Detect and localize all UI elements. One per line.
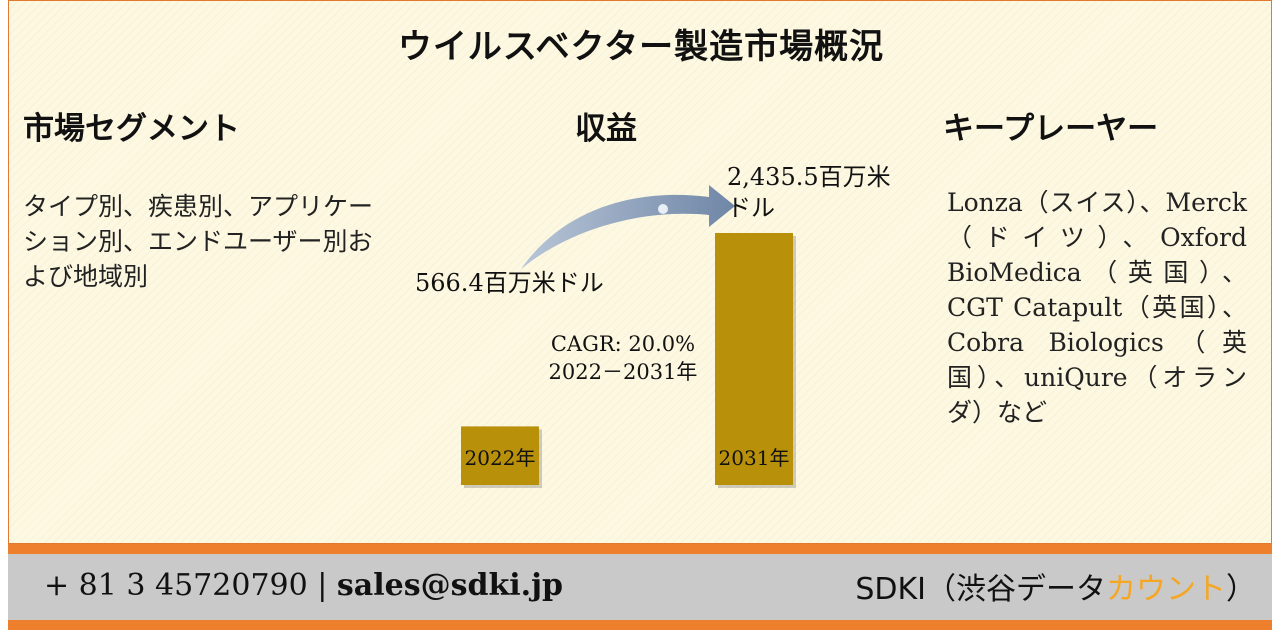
page-title: ウイルスベクター製造市場概況 xyxy=(397,27,885,67)
contact-separator: | xyxy=(317,568,328,603)
category-label-0: 2022年 xyxy=(465,446,536,470)
revenue-heading: 収益 xyxy=(575,111,637,147)
footer: + 81 3 45720790 | sales@sdki.jp SDKI（渋谷デ… xyxy=(8,554,1272,620)
brand-accent: カウント xyxy=(1106,572,1226,607)
brand-name: SDKI（渋谷データカウント） xyxy=(855,564,1256,608)
growth-arrow-dot xyxy=(658,204,668,214)
category-label-1: 2031年 xyxy=(719,446,790,470)
segments-text: タイプ別、疾患別、アプリケーション別、エンドユーザー別および地域別 xyxy=(23,192,374,291)
phone-number[interactable]: + 81 3 45720790 xyxy=(44,568,308,603)
contact-info: + 81 3 45720790 | sales@sdki.jp xyxy=(44,568,563,603)
bar-2031年 xyxy=(715,233,793,485)
brand-prefix: SDKI（渋谷データ xyxy=(855,572,1106,607)
overview-panel: ウイルスベクター製造市場概況 市場セグメント 収益 キープレーヤー タイプ別、疾… xyxy=(8,0,1272,544)
players-text: Lonza（スイス）、Merck（ドイツ）、Oxford BioMedica（英… xyxy=(947,188,1247,427)
email-link[interactable]: sales@sdki.jp xyxy=(336,568,563,603)
value-label-1-line1: 2,435.5百万米 xyxy=(727,163,891,191)
growth-arrow xyxy=(521,185,735,269)
brand-suffix: ） xyxy=(1226,572,1256,607)
bar-2022年 xyxy=(461,426,539,485)
footer-top-band xyxy=(8,544,1272,554)
segments-heading: 市場セグメント xyxy=(23,111,240,147)
cagr-annotation-0: CAGR: 20.0% xyxy=(551,332,695,356)
players-heading: キープレーヤー xyxy=(943,111,1159,147)
value-label-1-line2: ドル xyxy=(727,194,775,222)
value-label-0: 566.4百万米ドル xyxy=(415,269,604,297)
cagr-annotation-1: 2022－2031年 xyxy=(549,360,698,384)
footer-bottom-band xyxy=(8,620,1272,630)
